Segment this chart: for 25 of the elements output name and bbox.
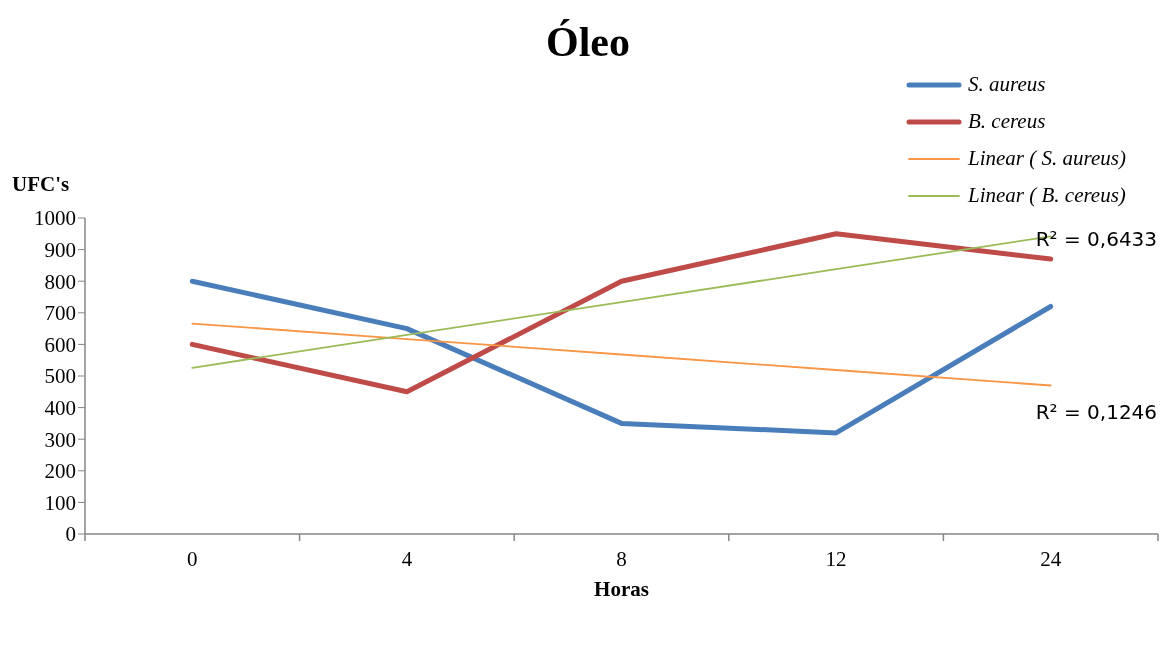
y-tick-label: 100 — [44, 490, 76, 515]
legend-label: Linear ( B. cereus) — [968, 183, 1126, 208]
x-axis-title: Horas — [594, 577, 649, 601]
x-tick-label: 12 — [825, 547, 847, 571]
y-tick-label: 500 — [44, 364, 76, 389]
line-series — [191, 322, 1052, 387]
legend-label: B. cereus — [968, 109, 1046, 134]
x-tick-label: 0 — [187, 547, 198, 571]
y-tick-label: 900 — [44, 238, 76, 263]
y-tick-label: 1000 — [34, 206, 76, 231]
y-tick-label: 200 — [44, 459, 76, 484]
y-tick-label: 700 — [44, 301, 76, 326]
y-tick-label: 300 — [44, 427, 76, 452]
annotation: R² = 0,1246 — [1035, 400, 1158, 425]
legend-label: S. aureus — [968, 72, 1046, 97]
x-tick-label: 4 — [401, 547, 413, 571]
y-tick-label: 600 — [44, 332, 76, 357]
x-tick-label: 24 — [1040, 547, 1062, 571]
y-tick-label: 400 — [44, 396, 76, 421]
legend-label: Linear ( S. aureus) — [968, 146, 1126, 171]
y-axis-title: UFC's — [12, 172, 70, 197]
x-tick-label: 8 — [616, 547, 627, 571]
chart-title: Óleo — [545, 18, 631, 66]
y-tick-label: 0 — [65, 522, 76, 547]
y-tick-label: 800 — [44, 269, 76, 294]
